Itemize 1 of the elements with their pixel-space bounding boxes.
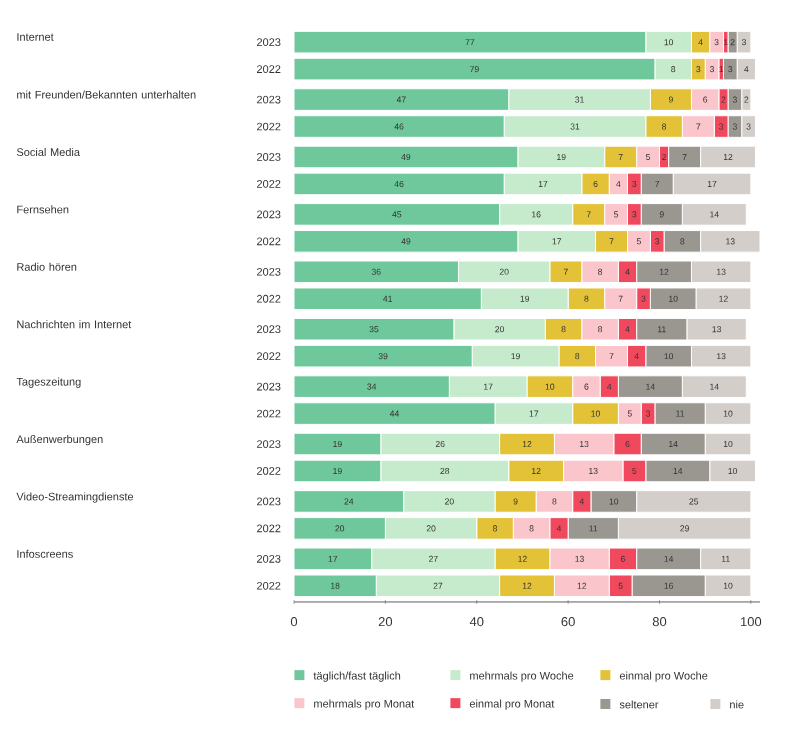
bar — [736, 30, 752, 54]
